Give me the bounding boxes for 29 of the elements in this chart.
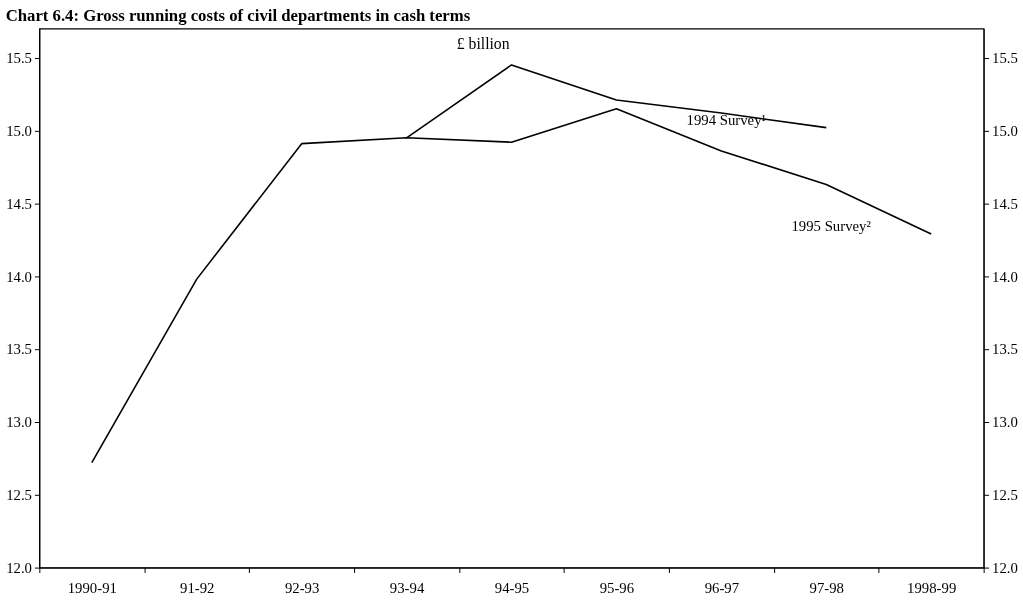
y2-tick-label: 14.0 <box>992 268 1018 285</box>
x-tick-label: 1998-99 <box>907 579 957 596</box>
y2-tick-label: 15.0 <box>992 122 1018 139</box>
y2-tick-label: 15.5 <box>992 50 1018 67</box>
y-tick-label: 14.5 <box>6 195 32 212</box>
y2-tick-label: 14.5 <box>992 195 1018 212</box>
y-tick-label: 13.5 <box>6 341 32 358</box>
x-tick-label: 92-93 <box>284 579 320 596</box>
x-tick-label: 94-95 <box>494 579 530 596</box>
chart-title: Chart 6.4: Gross running costs of civil departments in cash terms <box>5 5 471 25</box>
x-tick-label: 91-92 <box>180 579 215 596</box>
y2-tick-label: 12.5 <box>992 487 1018 504</box>
series-label: 1995 Survey² <box>791 218 872 235</box>
y2-tick-label: 12.0 <box>992 560 1018 576</box>
series-label: 1994 Survey¹ <box>686 111 766 128</box>
x-tick-label: 93-94 <box>389 579 425 596</box>
x-tick-label: 1990-91 <box>67 579 117 596</box>
y-tick-label: 13.0 <box>6 414 32 431</box>
y-tick-label: 15.5 <box>6 50 32 67</box>
annotation: £ billion <box>456 35 510 53</box>
y-tick-label: 15.0 <box>6 122 32 139</box>
x-tick-label: 97-98 <box>809 579 844 596</box>
y-tick-label: 12.5 <box>6 487 32 504</box>
x-tick-label: 96-97 <box>704 579 740 596</box>
x-tick-label: 95-96 <box>599 579 635 596</box>
y2-tick-label: 13.5 <box>992 341 1018 358</box>
y2-tick-label: 13.0 <box>992 414 1018 431</box>
y-tick-label: 12.0 <box>6 560 32 576</box>
y-tick-label: 14.0 <box>6 268 32 285</box>
